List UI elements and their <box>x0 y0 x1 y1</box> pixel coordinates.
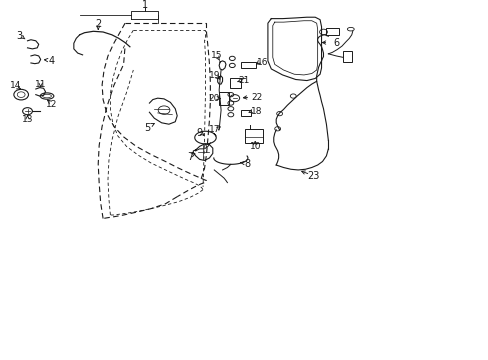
Text: 7: 7 <box>186 152 193 162</box>
Text: 15: 15 <box>210 51 222 60</box>
Text: 3: 3 <box>16 31 22 41</box>
Text: 19: 19 <box>208 72 220 81</box>
Bar <box>342 51 351 62</box>
Text: 23: 23 <box>307 171 319 181</box>
Text: 11: 11 <box>35 80 46 89</box>
Text: 8: 8 <box>244 159 249 169</box>
Text: 6: 6 <box>332 37 339 48</box>
Text: 10: 10 <box>249 142 261 151</box>
Text: 1: 1 <box>141 0 147 10</box>
Text: 21: 21 <box>238 76 250 85</box>
Text: 22: 22 <box>250 93 262 102</box>
Text: 18: 18 <box>250 107 262 116</box>
Text: 13: 13 <box>22 115 33 124</box>
Text: 17: 17 <box>208 125 220 134</box>
Text: 12: 12 <box>46 100 58 109</box>
Text: 4: 4 <box>49 56 55 66</box>
Text: 14: 14 <box>10 81 21 90</box>
Text: 9: 9 <box>196 129 203 138</box>
Text: 20: 20 <box>208 94 220 103</box>
Bar <box>229 78 240 88</box>
Bar <box>326 28 338 35</box>
Text: 5: 5 <box>143 123 150 133</box>
Text: 2: 2 <box>95 19 101 29</box>
Bar <box>219 92 228 105</box>
Bar <box>245 130 262 143</box>
Bar <box>240 110 251 117</box>
Text: 16: 16 <box>257 58 268 67</box>
Bar <box>240 62 256 68</box>
